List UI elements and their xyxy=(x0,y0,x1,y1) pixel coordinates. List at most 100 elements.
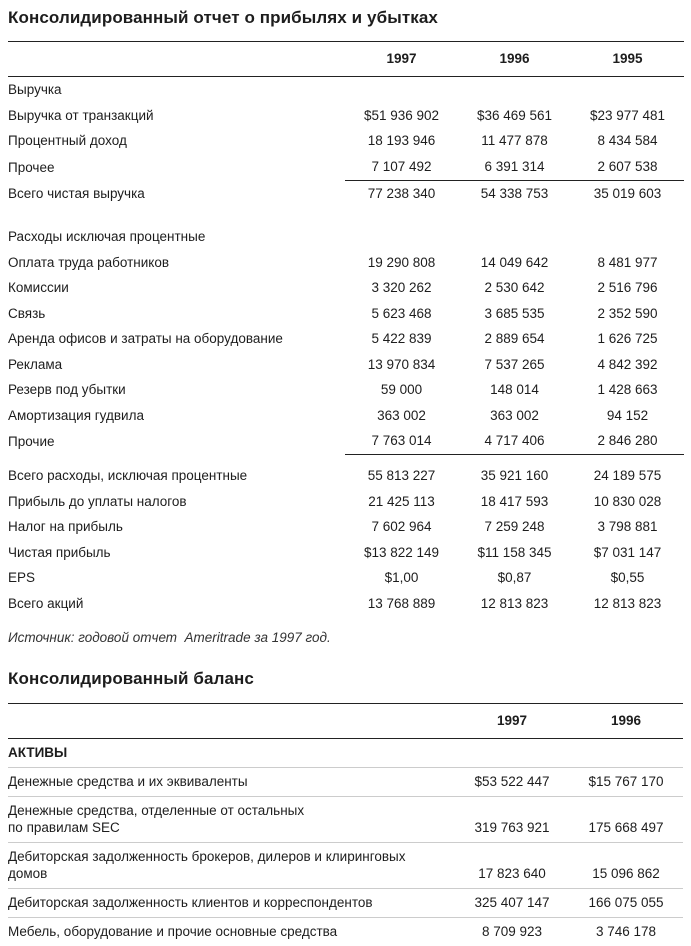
column-header-year: 1997 xyxy=(345,42,458,77)
row-label: Процентный доход xyxy=(8,128,345,154)
source-note: Источник: годовой отчет Ameritrade за 19… xyxy=(8,630,683,645)
row-value: 35 019 603 xyxy=(571,180,684,206)
row-value: 175 668 497 xyxy=(569,797,683,843)
row-value: 12 813 823 xyxy=(458,591,571,617)
row-value xyxy=(458,77,571,103)
row-label: Связь xyxy=(8,301,345,327)
row-label: EPS xyxy=(8,565,345,591)
row-label: Прочие xyxy=(8,428,345,455)
row-value: 1 428 663 xyxy=(571,377,684,403)
row-value: $36 469 561 xyxy=(458,103,571,129)
section-row: АКТИВЫ xyxy=(8,739,683,768)
row-value: 4 842 392 xyxy=(571,352,684,378)
balance-sheet-title: Консолидированный баланс xyxy=(8,669,683,689)
row-value: 15 096 862 xyxy=(569,843,683,889)
row-value: $0,87 xyxy=(458,565,571,591)
row-label: Резерв под убытки xyxy=(8,377,345,403)
row-label: Налог на прибыль xyxy=(8,514,345,540)
row-label: Аренда офисов и затраты на оборудование xyxy=(8,326,345,352)
header-spacer-cell xyxy=(8,42,345,77)
row-value: 54 338 753 xyxy=(458,180,571,206)
table-row: Выручка от транзакций$51 936 902$36 469 … xyxy=(8,103,684,129)
row-value: 7 537 265 xyxy=(458,352,571,378)
row-value: 4 717 406 xyxy=(458,428,571,455)
row-value: 12 813 823 xyxy=(571,591,684,617)
row-value: 3 746 178 xyxy=(569,918,683,946)
header-spacer-cell xyxy=(8,704,455,739)
row-value: 17 823 640 xyxy=(455,843,569,889)
row-value: 18 193 946 xyxy=(345,128,458,154)
column-header-year: 1996 xyxy=(569,704,683,739)
row-value: 94 152 xyxy=(571,403,684,429)
row-value: 2 607 538 xyxy=(571,154,684,181)
row-value xyxy=(345,224,458,250)
row-label: Всего чистая выручка xyxy=(8,180,345,206)
row-value: $11 158 345 xyxy=(458,540,571,566)
column-header-year: 1997 xyxy=(455,704,569,739)
table-row: Дебиторская задолженность клиентов и кор… xyxy=(8,889,683,918)
row-label: Прибыль до уплаты налогов xyxy=(8,489,345,515)
row-value: 19 290 808 xyxy=(345,250,458,276)
row-value: 7 602 964 xyxy=(345,514,458,540)
row-value xyxy=(571,77,684,103)
row-value: 59 000 xyxy=(345,377,458,403)
row-label: Выручка от транзакций xyxy=(8,103,345,129)
table-row: EPS$1,00$0,87$0,55 xyxy=(8,565,684,591)
income-statement-title: Консолидированный отчет о прибылях и убы… xyxy=(8,8,683,28)
row-value: 148 014 xyxy=(458,377,571,403)
row-value: 325 407 147 xyxy=(455,889,569,918)
row-value: 77 238 340 xyxy=(345,180,458,206)
row-value: 18 417 593 xyxy=(458,489,571,515)
row-label: Расходы исключая процентные xyxy=(8,224,345,250)
row-value: 21 425 113 xyxy=(345,489,458,515)
row-value: 10 830 028 xyxy=(571,489,684,515)
row-value: 55 813 227 xyxy=(345,463,458,489)
row-label: Мебель, оборудование и прочие основные с… xyxy=(8,918,455,946)
spacer-cell xyxy=(8,455,684,464)
row-value: $15 767 170 xyxy=(569,768,683,797)
row-value: 1 626 725 xyxy=(571,326,684,352)
row-value xyxy=(571,224,684,250)
column-header-year: 1995 xyxy=(571,42,684,77)
column-header-year: 1996 xyxy=(458,42,571,77)
row-value: 13 970 834 xyxy=(345,352,458,378)
row-label: Дебиторская задолженность клиентов и кор… xyxy=(8,889,455,918)
row-value: $0,55 xyxy=(571,565,684,591)
row-value: 8 481 977 xyxy=(571,250,684,276)
row-value xyxy=(458,224,571,250)
row-value: $7 031 147 xyxy=(571,540,684,566)
row-value: 6 391 314 xyxy=(458,154,571,181)
row-label: Всего расходы, исключая процентные xyxy=(8,463,345,489)
row-value: $53 522 447 xyxy=(455,768,569,797)
table-row: Мебель, оборудование и прочие основные с… xyxy=(8,918,683,946)
row-value: 2 352 590 xyxy=(571,301,684,327)
row-label: Комиссии xyxy=(8,275,345,301)
row-value: 2 530 642 xyxy=(458,275,571,301)
table-row: Дебиторская задолженность брокеров, диле… xyxy=(8,843,683,889)
row-value: 2 889 654 xyxy=(458,326,571,352)
row-value: 319 763 921 xyxy=(455,797,569,843)
row-value: 35 921 160 xyxy=(458,463,571,489)
row-value: 7 763 014 xyxy=(345,428,458,455)
row-value: $1,00 xyxy=(345,565,458,591)
row-value: $51 936 902 xyxy=(345,103,458,129)
row-value: 3 798 881 xyxy=(571,514,684,540)
row-label: АКТИВЫ xyxy=(8,739,455,768)
row-value: 5 623 468 xyxy=(345,301,458,327)
